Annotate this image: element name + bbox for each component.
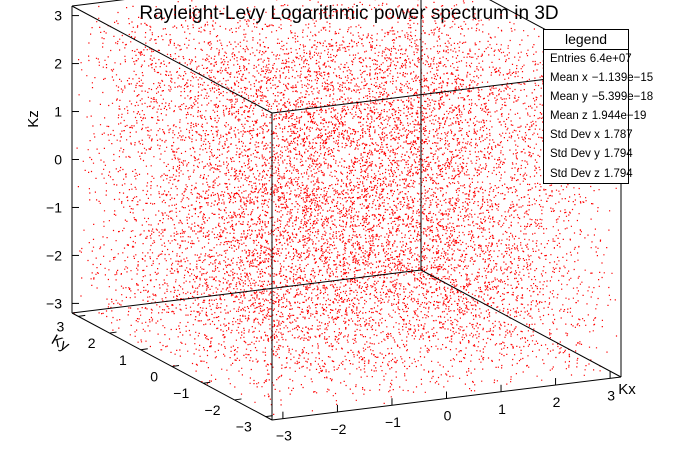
stat-value: 1.944e−19 (591, 110, 647, 123)
y-axis-title: Ky (48, 331, 72, 355)
x-tick-label: −2 (330, 421, 346, 437)
stats-legend-box: legend Entries 6.4e+07 Mean x −1.139e−15… (543, 29, 653, 184)
y-tick (140, 348, 148, 351)
x-tick-label: 1 (498, 401, 506, 417)
axis-ticks (72, 15, 611, 419)
y-tick-label: −1 (173, 385, 189, 401)
z-tick-label: −2 (46, 247, 62, 263)
chart-title: Rayleight-Levy Logarithmic power spectru… (139, 3, 559, 24)
x-tick-label: 0 (444, 408, 452, 424)
y-tick-label: 1 (119, 352, 127, 368)
stat-label: Mean x (550, 72, 588, 85)
stat-value: 1.787 (603, 129, 633, 142)
y-tick (109, 331, 117, 334)
y-tick (203, 381, 211, 384)
stat-label: Mean y (550, 91, 588, 104)
box-edge (71, 269, 422, 314)
z-tick-label: 0 (54, 152, 62, 168)
x-tick-label: 2 (553, 394, 561, 410)
stat-row-mean-z: Mean z 1.944e−19 (544, 107, 646, 126)
z-tick-label: −3 (46, 295, 62, 311)
y-tick-label: 2 (88, 335, 96, 351)
y-tick (265, 415, 273, 418)
y-tick (171, 365, 180, 367)
stat-row-std-y: Std Dev y 1.794 (544, 145, 633, 164)
data-points (73, 0, 619, 415)
y-tick-label: −3 (236, 419, 252, 435)
x-tick-label: −3 (276, 428, 292, 444)
legend-header: legend (544, 30, 628, 50)
z-tick-label: 3 (54, 8, 62, 24)
z-tick-label: 1 (54, 104, 62, 120)
box-edge (420, 269, 622, 378)
stat-row-std-z: Std Dev z 1.794 (544, 165, 633, 184)
stat-label: Entries (550, 53, 586, 65)
y-tick-label: −2 (205, 402, 221, 418)
z-tick-label: −1 (46, 199, 62, 215)
stat-row-std-x: Std Dev x 1.787 (544, 126, 633, 145)
stat-value: 1.794 (603, 167, 633, 180)
stat-row-entries: Entries 6.4e+07 (544, 50, 632, 69)
stat-label: Std Dev z (550, 167, 600, 180)
stat-row-mean-y: Mean y −5.399e−18 (544, 88, 653, 107)
x-axis-title: Kx (618, 381, 636, 398)
stat-value: −1.139e−15 (591, 72, 654, 85)
scatter-points (73, 0, 619, 415)
z-axis-title: Kz (25, 110, 42, 128)
x-tick-label: 3 (607, 387, 615, 403)
stat-label: Mean z (550, 110, 588, 123)
z-tick-label: 2 (54, 56, 62, 72)
y-tick (234, 398, 242, 401)
box-edge (71, 0, 125, 7)
y-tick-label: 3 (56, 318, 64, 334)
stat-row-mean-x: Mean x −1.139e−15 (544, 69, 653, 88)
x-tick-label: −1 (385, 414, 401, 430)
y-tick-label: 0 (150, 369, 158, 385)
box-edge (71, 5, 273, 114)
y-tick (78, 314, 86, 317)
stat-value: 1.794 (603, 148, 633, 161)
stat-value: 6.4e+07 (589, 53, 632, 65)
stat-label: Std Dev y (550, 148, 600, 161)
stat-value: −5.399e−18 (591, 91, 654, 104)
stat-label: Std Dev x (550, 129, 600, 142)
